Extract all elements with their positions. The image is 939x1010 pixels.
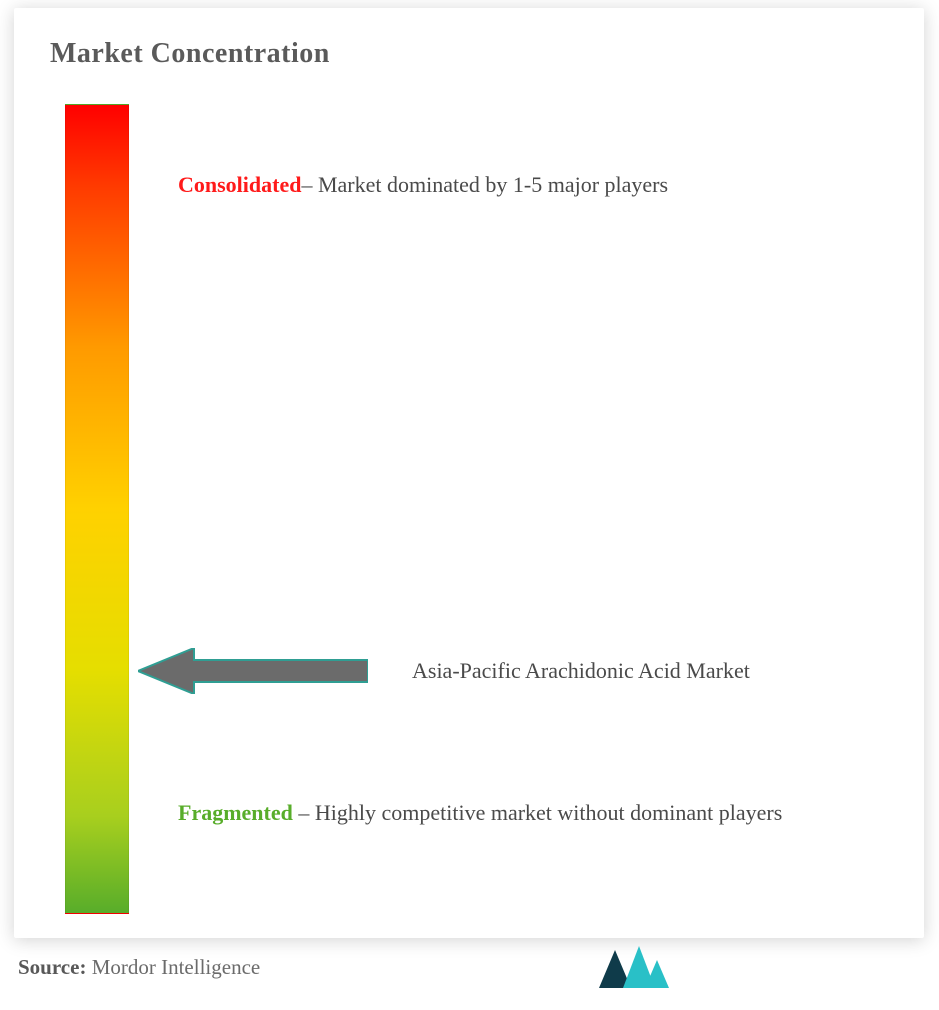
source-name: Mordor Intelligence	[86, 955, 260, 979]
fragmented-text: – Highly competitive market without domi…	[293, 800, 782, 825]
consolidated-keyword: Consolidated	[178, 172, 301, 197]
mordor-logo-icon	[599, 946, 671, 988]
consolidated-label: Consolidated– Market dominated by 1-5 ma…	[178, 166, 878, 205]
left-arrow-icon	[138, 648, 368, 694]
card-title: Market Concentration	[50, 38, 888, 70]
content-row: Consolidated– Market dominated by 1-5 ma…	[50, 104, 888, 914]
consolidated-text: – Market dominated by 1-5 major players	[301, 172, 668, 197]
concentration-gradient-bar	[65, 104, 129, 914]
market-pointer-row: Asia-Pacific Arachidonic Acid Market	[138, 648, 750, 694]
infographic-card: Market Concentration Consolidated– Marke…	[14, 8, 924, 938]
gradient-bar-wrap	[50, 104, 138, 914]
fragmented-label: Fragmented – Highly competitive market w…	[178, 794, 878, 833]
source-line: Source: Mordor Intelligence	[18, 955, 260, 980]
fragmented-keyword: Fragmented	[178, 800, 293, 825]
labels-column: Consolidated– Market dominated by 1-5 ma…	[138, 104, 888, 914]
footer: Source: Mordor Intelligence	[18, 946, 921, 988]
market-name-label: Asia-Pacific Arachidonic Acid Market	[412, 658, 750, 684]
source-label: Source:	[18, 955, 86, 979]
